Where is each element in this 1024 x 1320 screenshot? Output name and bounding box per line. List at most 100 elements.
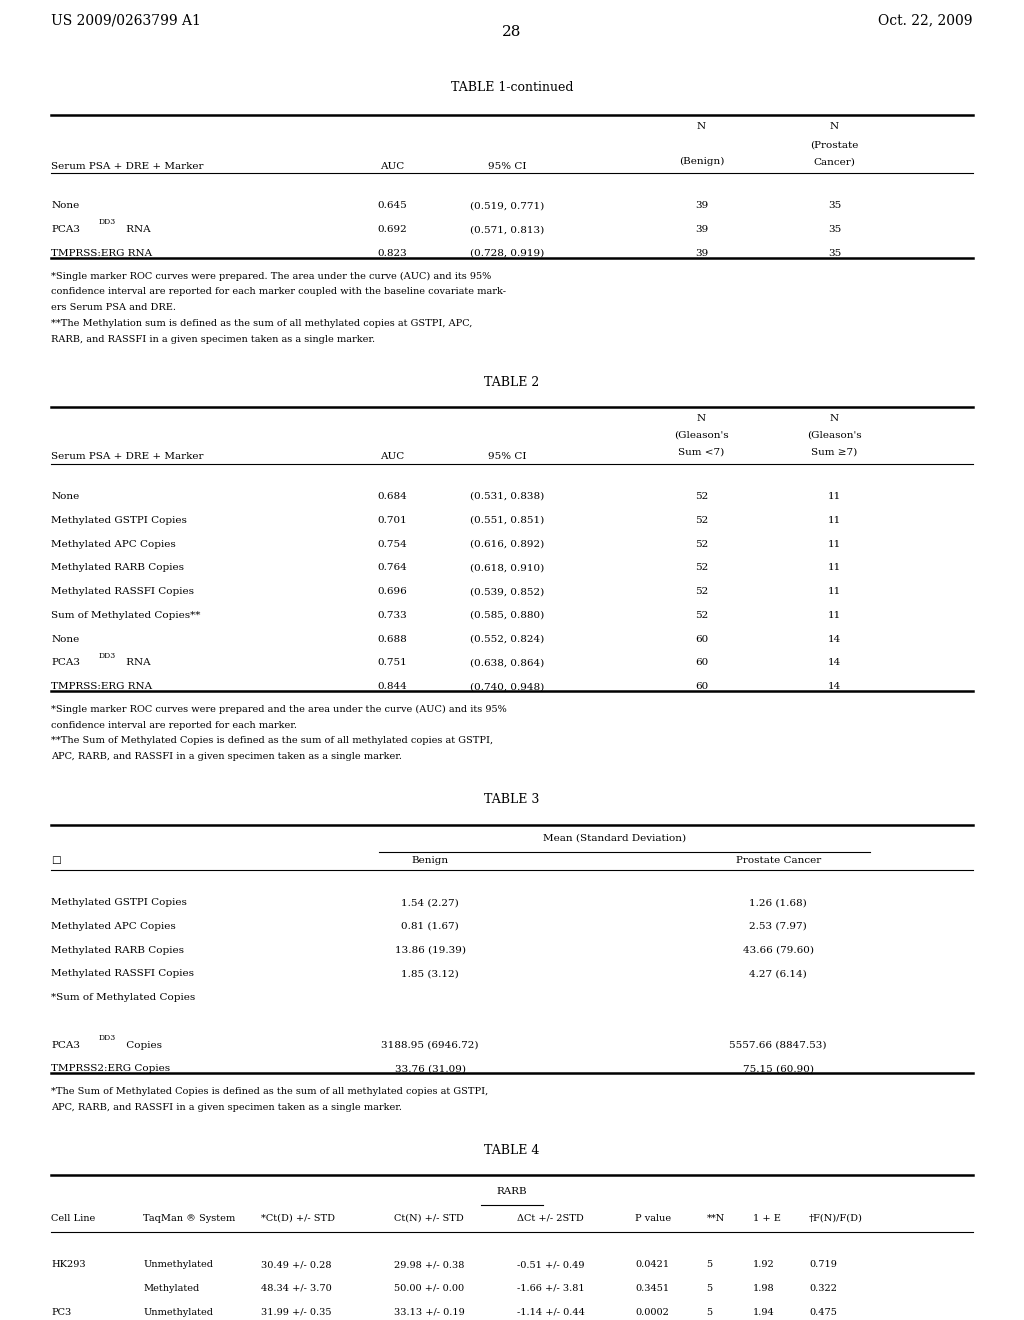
Text: Methylated RASSFI Copies: Methylated RASSFI Copies xyxy=(51,587,195,597)
Text: *Sum of Methylated Copies: *Sum of Methylated Copies xyxy=(51,993,196,1002)
Text: 0.3451: 0.3451 xyxy=(635,1284,669,1292)
Text: 1.54 (2.27): 1.54 (2.27) xyxy=(401,898,459,907)
Text: Prostate Cancer: Prostate Cancer xyxy=(735,857,821,865)
Text: AUC: AUC xyxy=(380,453,404,462)
Text: 1.98: 1.98 xyxy=(753,1284,774,1292)
Text: Methylated APC Copies: Methylated APC Copies xyxy=(51,540,176,549)
Text: (0.571, 0.813): (0.571, 0.813) xyxy=(470,226,544,234)
Text: 5: 5 xyxy=(707,1308,713,1316)
Text: *Ct(D) +/- STD: *Ct(D) +/- STD xyxy=(261,1213,335,1222)
Text: confidence interval are reported for each marker coupled with the baseline covar: confidence interval are reported for eac… xyxy=(51,288,506,296)
Text: †F(N)/F(D): †F(N)/F(D) xyxy=(809,1213,863,1222)
Text: TMPRSS:ERG RNA: TMPRSS:ERG RNA xyxy=(51,682,153,692)
Text: 0.688: 0.688 xyxy=(377,635,408,644)
Text: 95% CI: 95% CI xyxy=(487,162,526,170)
Text: -1.66 +/- 3.81: -1.66 +/- 3.81 xyxy=(517,1284,585,1292)
Text: Sum <7): Sum <7) xyxy=(678,447,725,457)
Text: 14: 14 xyxy=(828,659,841,668)
Text: ers Serum PSA and DRE.: ers Serum PSA and DRE. xyxy=(51,304,176,312)
Text: 5: 5 xyxy=(707,1261,713,1269)
Text: TaqMan ® System: TaqMan ® System xyxy=(143,1213,236,1222)
Text: (0.519, 0.771): (0.519, 0.771) xyxy=(470,202,544,210)
Text: 29.98 +/- 0.38: 29.98 +/- 0.38 xyxy=(394,1261,465,1269)
Text: 35: 35 xyxy=(828,202,841,210)
Text: RARB, and RASSFI in a given specimen taken as a single marker.: RARB, and RASSFI in a given specimen tak… xyxy=(51,335,376,343)
Text: Sum ≥7): Sum ≥7) xyxy=(811,447,858,457)
Text: 14: 14 xyxy=(828,635,841,644)
Text: Serum PSA + DRE + Marker: Serum PSA + DRE + Marker xyxy=(51,453,204,462)
Text: DD3: DD3 xyxy=(98,1034,116,1041)
Text: 1.26 (1.68): 1.26 (1.68) xyxy=(750,898,807,907)
Text: RNA: RNA xyxy=(123,226,151,234)
Text: 11: 11 xyxy=(828,492,841,502)
Text: Serum PSA + DRE + Marker: Serum PSA + DRE + Marker xyxy=(51,162,204,170)
Text: 31.99 +/- 0.35: 31.99 +/- 0.35 xyxy=(261,1308,332,1316)
Text: (0.531, 0.838): (0.531, 0.838) xyxy=(470,492,544,502)
Text: N: N xyxy=(830,123,839,131)
Text: 0.764: 0.764 xyxy=(377,564,408,573)
Text: (0.740, 0.948): (0.740, 0.948) xyxy=(470,682,544,692)
Text: □: □ xyxy=(51,857,61,865)
Text: Methylated RARB Copies: Methylated RARB Copies xyxy=(51,945,184,954)
Text: AUC: AUC xyxy=(380,162,404,170)
Text: 60: 60 xyxy=(695,659,708,668)
Text: 3188.95 (6946.72): 3188.95 (6946.72) xyxy=(381,1040,479,1049)
Text: 11: 11 xyxy=(828,540,841,549)
Text: P value: P value xyxy=(635,1213,671,1222)
Text: 0.701: 0.701 xyxy=(377,516,408,525)
Text: 75.15 (60.90): 75.15 (60.90) xyxy=(742,1064,814,1073)
Text: 52: 52 xyxy=(695,540,708,549)
Text: Methylated GSTPI Copies: Methylated GSTPI Copies xyxy=(51,516,187,525)
Text: 5: 5 xyxy=(707,1284,713,1292)
Text: Methylated RARB Copies: Methylated RARB Copies xyxy=(51,564,184,573)
Text: (0.618, 0.910): (0.618, 0.910) xyxy=(470,564,544,573)
Text: TABLE 1-continued: TABLE 1-continued xyxy=(451,82,573,95)
Text: APC, RARB, and RASSFI in a given specimen taken as a single marker.: APC, RARB, and RASSFI in a given specime… xyxy=(51,1102,402,1111)
Text: 48.34 +/- 3.70: 48.34 +/- 3.70 xyxy=(261,1284,332,1292)
Text: PCA3: PCA3 xyxy=(51,226,80,234)
Text: TABLE 2: TABLE 2 xyxy=(484,375,540,388)
Text: 0.719: 0.719 xyxy=(809,1261,837,1269)
Text: 50.00 +/- 0.00: 50.00 +/- 0.00 xyxy=(394,1284,464,1292)
Text: 35: 35 xyxy=(828,249,841,257)
Text: Benign: Benign xyxy=(412,857,449,865)
Text: None: None xyxy=(51,492,80,502)
Text: 1.85 (3.12): 1.85 (3.12) xyxy=(401,969,459,978)
Text: (0.638, 0.864): (0.638, 0.864) xyxy=(470,659,544,668)
Text: -0.51 +/- 0.49: -0.51 +/- 0.49 xyxy=(517,1261,585,1269)
Text: RNA: RNA xyxy=(123,659,151,668)
Text: (0.616, 0.892): (0.616, 0.892) xyxy=(470,540,544,549)
Text: 33.76 (31.09): 33.76 (31.09) xyxy=(394,1064,466,1073)
Text: HK293: HK293 xyxy=(51,1261,86,1269)
Text: 60: 60 xyxy=(695,682,708,692)
Text: 0.751: 0.751 xyxy=(377,659,408,668)
Text: *The Sum of Methylated Copies is defined as the sum of all methylated copies at : *The Sum of Methylated Copies is defined… xyxy=(51,1086,488,1096)
Text: 0.475: 0.475 xyxy=(809,1308,837,1316)
Text: Methylated: Methylated xyxy=(143,1284,200,1292)
Text: (0.551, 0.851): (0.551, 0.851) xyxy=(470,516,544,525)
Text: 52: 52 xyxy=(695,516,708,525)
Text: 2.53 (7.97): 2.53 (7.97) xyxy=(750,921,807,931)
Text: 95% CI: 95% CI xyxy=(487,453,526,462)
Text: 0.823: 0.823 xyxy=(377,249,408,257)
Text: Unmethylated: Unmethylated xyxy=(143,1308,213,1316)
Text: *Single marker ROC curves were prepared and the area under the curve (AUC) and i: *Single marker ROC curves were prepared … xyxy=(51,705,507,714)
Text: (0.552, 0.824): (0.552, 0.824) xyxy=(470,635,544,644)
Text: 0.844: 0.844 xyxy=(377,682,408,692)
Text: 28: 28 xyxy=(503,25,521,38)
Text: 35: 35 xyxy=(828,226,841,234)
Text: TMPRSS:ERG RNA: TMPRSS:ERG RNA xyxy=(51,249,153,257)
Text: 39: 39 xyxy=(695,226,708,234)
Text: (0.585, 0.880): (0.585, 0.880) xyxy=(470,611,544,620)
Text: 0.0421: 0.0421 xyxy=(635,1261,669,1269)
Text: 5557.66 (8847.53): 5557.66 (8847.53) xyxy=(729,1040,827,1049)
Text: 1 + E: 1 + E xyxy=(753,1213,780,1222)
Text: Methylated APC Copies: Methylated APC Copies xyxy=(51,921,176,931)
Text: (Gleason's: (Gleason's xyxy=(807,430,862,440)
Text: 11: 11 xyxy=(828,611,841,620)
Text: 1.92: 1.92 xyxy=(753,1261,774,1269)
Text: TABLE 4: TABLE 4 xyxy=(484,1143,540,1156)
Text: Cancer): Cancer) xyxy=(814,157,855,166)
Text: 4.27 (6.14): 4.27 (6.14) xyxy=(750,969,807,978)
Text: 0.754: 0.754 xyxy=(377,540,408,549)
